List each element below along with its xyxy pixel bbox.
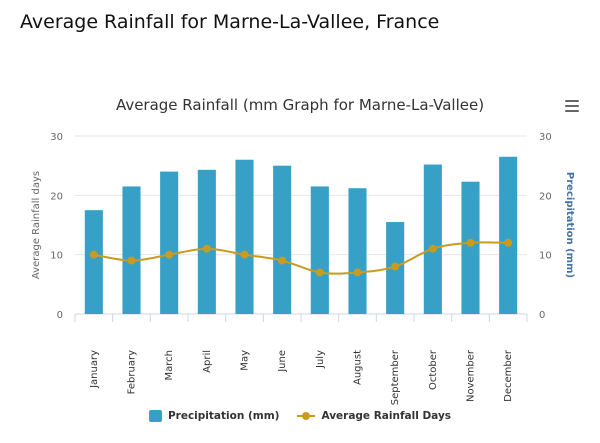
chart-legend: Precipitation (mm) Average Rainfall Days bbox=[0, 410, 600, 422]
legend-label-rainfall-days: Average Rainfall Days bbox=[321, 410, 452, 422]
x-tick-label: February bbox=[127, 350, 138, 394]
legend-item-rainfall-days[interactable]: Average Rainfall Days bbox=[297, 410, 451, 422]
rainfall-days-line bbox=[89, 238, 513, 277]
x-tick-label: June bbox=[277, 350, 288, 373]
grid-lines bbox=[74, 135, 528, 322]
left-tick-label: 0 bbox=[57, 310, 63, 321]
precipitation-bar bbox=[310, 186, 329, 314]
right-tick-label: 0 bbox=[539, 310, 545, 321]
x-tick-label: October bbox=[428, 349, 439, 390]
legend-bar-swatch-icon bbox=[148, 410, 162, 422]
rainfall-days-line-path bbox=[93, 241, 509, 275]
x-tick-label: January bbox=[89, 350, 100, 389]
x-tick-label: November bbox=[466, 349, 477, 402]
x-tick-label: August bbox=[353, 350, 364, 385]
rainfall-days-point bbox=[278, 256, 287, 265]
x-tick-label: September bbox=[390, 349, 401, 405]
precipitation-bar bbox=[273, 165, 292, 314]
precipitation-bar bbox=[423, 164, 442, 314]
x-tick-label: March bbox=[164, 350, 175, 380]
hamburger-menu-icon[interactable] bbox=[565, 100, 579, 112]
x-tick-label: December bbox=[503, 349, 514, 402]
right-tick-label: 20 bbox=[539, 191, 552, 202]
rainfall-days-point bbox=[504, 238, 513, 247]
rainfall-days-point bbox=[127, 256, 136, 265]
right-tick-label: 10 bbox=[539, 251, 552, 262]
rainfall-days-point bbox=[315, 268, 324, 277]
legend-line-marker-icon bbox=[297, 410, 316, 422]
precipitation-bar bbox=[160, 171, 179, 314]
rainfall-days-point bbox=[89, 250, 98, 259]
precipitation-bar bbox=[461, 181, 480, 314]
precipitation-bar bbox=[197, 169, 216, 314]
page-heading: Average Rainfall for Marne-La-Vallee, Fr… bbox=[20, 11, 440, 33]
precipitation-bar bbox=[84, 210, 103, 314]
precipitation-bar bbox=[499, 156, 518, 314]
legend-label-precipitation: Precipitation (mm) bbox=[167, 410, 280, 422]
rainfall-days-point bbox=[391, 262, 400, 271]
rainfall-days-point bbox=[240, 250, 249, 259]
rainfall-days-point bbox=[202, 244, 211, 253]
right-axis-title: Precipitation (mm) bbox=[564, 172, 575, 278]
left-axis-title: Average Rainfall days bbox=[31, 171, 42, 279]
rainfall-days-point bbox=[428, 244, 437, 253]
chart-labels: Average Rainfall (mm Graph for Marne-La-… bbox=[31, 96, 575, 405]
rainfall-days-point bbox=[165, 250, 174, 259]
precipitation-bars bbox=[84, 156, 518, 314]
right-tick-label: 30 bbox=[539, 132, 552, 143]
legend-item-precipitation[interactable]: Precipitation (mm) bbox=[148, 410, 280, 422]
x-tick-label: July bbox=[315, 350, 326, 369]
chart-title: Average Rainfall (mm Graph for Marne-La-… bbox=[116, 96, 484, 114]
rainfall-days-point bbox=[353, 268, 362, 277]
precipitation-bar bbox=[122, 186, 141, 314]
x-tick-label: April bbox=[202, 350, 213, 373]
precipitation-bar bbox=[348, 188, 367, 314]
left-tick-label: 20 bbox=[50, 191, 63, 202]
rainfall-days-point bbox=[466, 238, 475, 247]
x-tick-label: May bbox=[240, 350, 251, 371]
left-tick-label: 10 bbox=[50, 251, 63, 262]
left-tick-label: 30 bbox=[50, 132, 63, 143]
precipitation-bar bbox=[235, 159, 254, 314]
